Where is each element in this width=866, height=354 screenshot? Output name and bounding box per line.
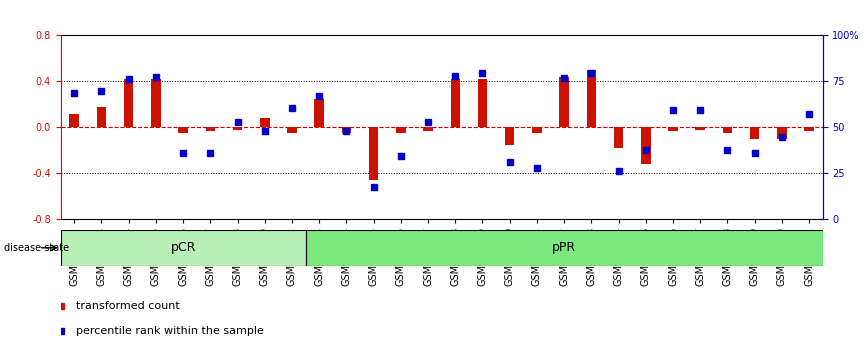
Bar [423,127,433,131]
Bar [750,127,759,139]
Bar [124,79,133,127]
Bar [614,127,624,148]
Bar [641,127,650,164]
Bar [314,99,324,127]
Bar [233,127,242,130]
Bar [450,79,460,127]
Bar [205,127,215,131]
Bar [805,127,814,131]
Bar [559,77,569,127]
Bar [97,107,107,127]
Bar [178,127,188,133]
Bar [586,70,596,127]
Bar [478,79,488,127]
FancyBboxPatch shape [61,230,306,266]
Bar [777,127,786,139]
Bar [69,114,79,127]
Text: pCR: pCR [171,241,196,254]
FancyBboxPatch shape [306,230,823,266]
Bar [669,127,678,131]
Text: transformed count: transformed count [76,301,179,311]
Bar [341,127,351,133]
Text: percentile rank within the sample: percentile rank within the sample [76,326,264,336]
Bar [288,127,297,133]
Bar [396,127,405,133]
Bar [260,118,269,127]
Bar [695,127,705,130]
Bar [505,127,514,145]
Text: pPR: pPR [552,241,576,254]
Text: disease state: disease state [4,243,69,253]
Bar [151,79,161,127]
Bar [532,127,542,133]
Bar [369,127,378,181]
Bar [722,127,732,133]
